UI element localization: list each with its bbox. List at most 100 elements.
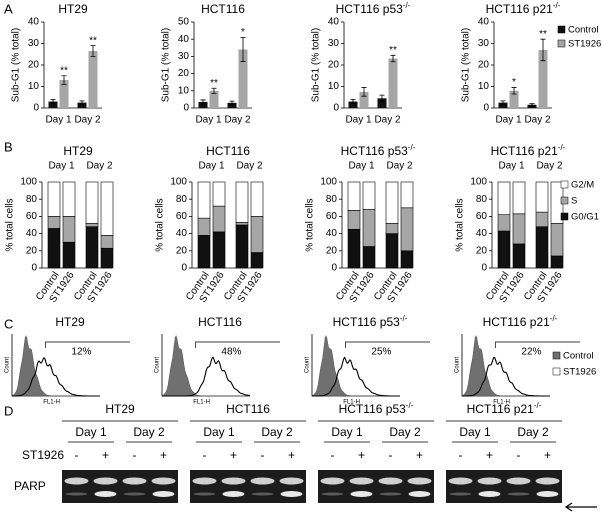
gate-bracket [45, 341, 130, 348]
title-text: HT29 [105, 402, 135, 416]
title-text: HT29 [55, 315, 85, 329]
row-label: ST1926 [22, 448, 64, 462]
group-label: Day 2 [536, 161, 563, 172]
y-tick-label: 60 [176, 211, 188, 222]
cleaved-band [449, 492, 472, 496]
bar-segment [85, 181, 99, 224]
legend-label: ST1926 [563, 367, 596, 378]
y-axis-label: Count [455, 357, 461, 373]
bar-segment [250, 181, 264, 217]
bar-segment [400, 181, 414, 209]
x-tick-label: Day 1 [345, 115, 372, 126]
panel-title: HCT116 [198, 315, 242, 329]
y-axis-label: Count [155, 357, 161, 373]
bar-segment [497, 214, 511, 232]
cleaved-band [408, 491, 431, 497]
control-histogram [461, 335, 550, 397]
bar-segment [385, 181, 399, 224]
treatment-sign: - [261, 448, 265, 462]
bar-segment [512, 213, 526, 245]
cleaved-band [65, 492, 88, 496]
y-tick-label: 80 [26, 194, 38, 205]
bar-segment [250, 216, 264, 253]
title-text: HCT116 [226, 402, 270, 416]
control-histogram [161, 335, 250, 397]
panel-title: HCT116 p21-/- [467, 401, 542, 417]
panel-title: HCT116 p53-/- [333, 314, 408, 330]
y-tick-label: 40 [28, 17, 40, 28]
significance: * [241, 27, 245, 38]
cleaved-band [321, 492, 344, 496]
significance: ** [89, 35, 97, 46]
legend-label: G2/M [571, 180, 594, 191]
legend-label: S [571, 196, 577, 207]
cleaved-band [193, 492, 216, 496]
x-tick-label: Day 2 [224, 115, 251, 126]
error-bar [350, 99, 356, 105]
title-text: HT29 [63, 144, 93, 158]
gate-bracket [195, 341, 280, 348]
error-bar [379, 94, 385, 102]
cleaved-band [478, 491, 501, 497]
full-length-band [378, 477, 403, 485]
bar [527, 104, 537, 108]
full-length-band [122, 477, 147, 485]
treatment-sign: + [288, 448, 295, 462]
cleaved-band [350, 491, 373, 497]
title-superscript: -/- [550, 314, 558, 323]
y-tick-label: 0 [33, 103, 39, 114]
title-superscript: -/- [408, 143, 416, 152]
y-tick-label: 20 [176, 245, 188, 256]
gate-bracket [495, 341, 580, 348]
error-bar [240, 37, 246, 62]
title-text: HCT116 p21 [467, 402, 534, 416]
bar-segment [100, 247, 114, 269]
bar-segment [85, 226, 99, 269]
day-label: Day 1 [203, 425, 235, 439]
y-tick-label: 80 [476, 194, 488, 205]
y-tick-label: 40 [478, 17, 490, 28]
error-bar [500, 100, 506, 105]
cleaved-band [152, 491, 175, 497]
full-length-band [192, 477, 217, 485]
y-tick-label: 30 [478, 38, 490, 49]
cleaved-band [507, 492, 530, 496]
blot-membrane [446, 470, 562, 503]
y-tick-label: 30 [28, 38, 40, 49]
y-tick-label: 10 [478, 81, 490, 92]
bar-segment [197, 217, 211, 236]
title-text: HCT116 p21 [486, 2, 553, 16]
title-text: HT29 [58, 2, 88, 16]
cleaved-band [280, 491, 303, 497]
y-tick-label: 20 [26, 245, 38, 256]
bar [498, 102, 508, 108]
y-tick-label: 20 [326, 245, 338, 256]
panel-letter: B [4, 139, 13, 154]
title-text: HCT116 [201, 2, 245, 16]
bar [377, 98, 387, 108]
error-bar [511, 87, 517, 95]
x-tick-label: Day 2 [524, 115, 551, 126]
bar-segment [197, 235, 211, 269]
y-tick-label: 20 [28, 60, 40, 71]
y-axis-label: Count [305, 357, 311, 373]
bar-segment [197, 181, 211, 219]
x-tick-label: Day 2 [374, 115, 401, 126]
bar-segment [497, 181, 511, 215]
bar-segment [362, 209, 376, 247]
treated-histogram [312, 356, 400, 397]
error-bar [361, 87, 367, 97]
cleaved-band [379, 492, 402, 496]
y-tick-label: 50 [178, 17, 190, 28]
y-tick-label: 20 [476, 245, 488, 256]
y-tick-label: 0 [481, 263, 487, 274]
x-tick-label: Day 1 [195, 115, 222, 126]
bar-segment [347, 210, 361, 230]
bar-segment [550, 222, 564, 257]
legend-label: G0/G1 [571, 212, 599, 223]
y-tick-label: 100 [320, 177, 337, 188]
panel-title: HT29 [63, 144, 93, 158]
bar-segment [100, 181, 114, 236]
y-tick-label: 20 [328, 60, 340, 71]
error-bar [390, 54, 396, 63]
